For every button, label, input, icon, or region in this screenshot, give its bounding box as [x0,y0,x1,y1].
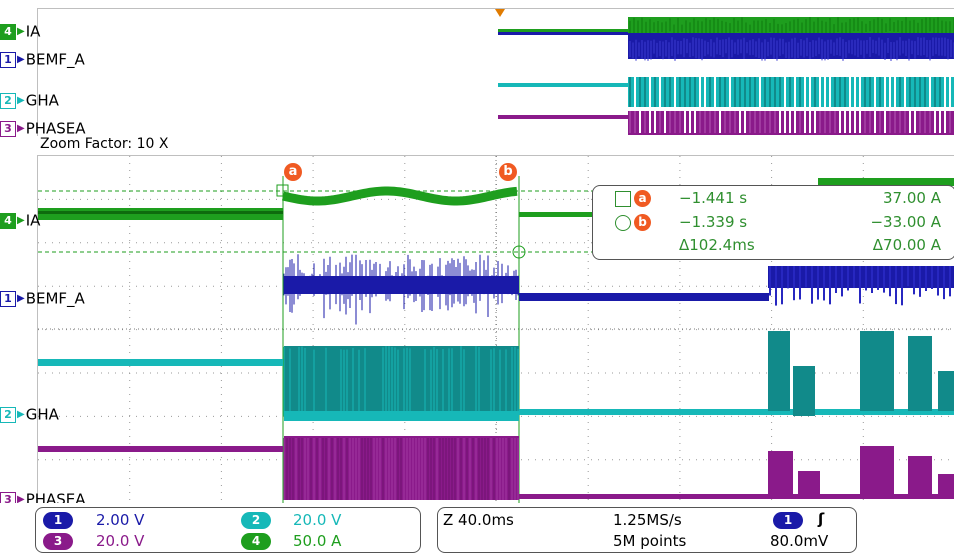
channel-arrow-icon: ▶ [17,123,25,134]
cursor-a-square-icon [276,184,289,197]
channel-scale-box[interactable]: 1 2.00 V 2 20.0 V 3 20.0 V 4 50.0 A [35,507,421,553]
overview-label-phasea: 3 ▶PHASEA [0,119,86,138]
cursor-a-marker[interactable]: a [284,163,302,181]
ov-bemf-burst [628,33,954,59]
channel-arrow-icon: ▶ [17,494,25,505]
trigger-level[interactable]: 80.0mV [770,532,829,550]
delta-time: Δ102.4ms [679,236,755,254]
channel-3-scale-badge[interactable]: 3 [43,533,73,550]
zoom-gha-pulse-1 [768,331,790,411]
channel-name: IA [25,211,41,230]
channel-arrow-icon: ▶ [17,293,25,304]
channel-3-marker[interactable]: 3 [0,120,16,137]
channel-name: BEMF_A [25,289,85,308]
zoom-bemf-band [284,276,519,294]
cursor-a-badge: a [634,190,651,207]
channel-name: IA [25,22,41,41]
cursor-b-marker[interactable]: b [499,163,517,181]
channel-arrow-icon: ▶ [17,95,25,106]
overview-waveform-pane[interactable] [37,8,954,136]
square-cursor-icon [615,191,631,207]
ov-bemf-trace [498,32,628,35]
overview-label-gha: 2 ▶GHA [0,91,59,110]
ov-gha-trace [498,83,628,87]
zoom-phasea-trace-pre [38,446,283,452]
channel-2-marker[interactable]: 2 [0,406,16,423]
overview-label-ia: 4 ▶IA [0,22,41,41]
zoom-waveform-pane[interactable] [37,155,954,503]
zoom-factor-label: Zoom Factor: 10 X [40,136,169,152]
zoom-phasea-pulse-2 [860,446,894,496]
zoom-label-ia: 4 ▶IA [0,211,41,230]
channel-3-scale[interactable]: 20.0 V [96,532,145,550]
record-length: 5M points [613,532,687,550]
overview-label-bemf-a: 1 ▶BEMF_A [0,50,85,69]
cursor-b-badge: b [634,214,651,231]
channel-4-scale-badge[interactable]: 4 [241,533,271,550]
channel-arrow-icon: ▶ [17,54,25,65]
channel-4-marker[interactable]: 4 [0,23,16,40]
channel-arrow-icon: ▶ [17,26,25,37]
zoom-label-gha: 2 ▶GHA [0,405,59,424]
overview-waveform-plot [495,9,954,135]
cursor-delta-row: Δ102.4ms Δ70.00 A [593,236,954,258]
timebase-box[interactable]: Z 40.0ms 1.25MS/s 5M points 1 ʃ 80.0mV [437,507,857,553]
cursor-a-value: 37.00 A [883,189,941,207]
zoom-gha-trace-post [519,409,954,415]
channel-1-scale-badge[interactable]: 1 [43,512,73,529]
channel-name: GHA [25,405,59,424]
zoom-label-bemf-a: 1 ▶BEMF_A [0,289,85,308]
cursor-a-time: −1.441 s [679,189,748,207]
cursor-b-value: −33.00 A [870,213,941,231]
cursor-readout-panel: a −1.441 s 37.00 A b −1.339 s −33.00 A Δ… [592,185,954,260]
channel-2-scale-badge[interactable]: 2 [241,512,271,529]
cursor-b-circle-icon [512,245,526,259]
channel-1-scale[interactable]: 2.00 V [96,511,145,529]
rising-edge-icon: ʃ [818,510,825,528]
channel-2-marker[interactable]: 2 [0,92,16,109]
trigger-position-icon [495,9,505,17]
channel-4-scale[interactable]: 50.0 A [293,532,342,550]
zoom-bemf-trace-post [519,293,769,301]
sample-rate: 1.25MS/s [613,511,682,529]
trigger-channel-badge[interactable]: 1 [773,512,803,529]
zoom-phasea-trace-post [519,494,954,499]
zoom-gha-pulse-2 [860,331,894,411]
delta-value: Δ70.00 A [872,236,941,254]
channel-name: BEMF_A [25,50,85,69]
channel-name: GHA [25,91,59,110]
channel-arrow-icon: ▶ [17,409,25,420]
zoom-timebase[interactable]: Z 40.0ms [443,511,514,529]
cursor-b-time: −1.339 s [679,213,748,231]
channel-1-marker[interactable]: 1 [0,51,16,68]
channel-1-marker[interactable]: 1 [0,290,16,307]
circle-cursor-icon [615,215,631,231]
ov-phasea-trace [498,115,628,119]
zoom-gha-trace-pre [38,359,283,366]
zoom-ia-trace-burst [818,178,954,186]
zoom-waveform-plot [38,156,954,503]
status-bar: 1 2.00 V 2 20.0 V 3 20.0 V 4 50.0 A Z 40… [0,503,954,553]
channel-4-marker[interactable]: 4 [0,212,16,229]
zoom-ia-trace-active [282,186,518,206]
channel-arrow-icon: ▶ [17,215,25,226]
channel-name: PHASEA [25,119,86,138]
zoom-phasea-pulse-1 [768,451,793,496]
cursor-a-row: a −1.441 s 37.00 A [593,189,954,211]
ov-ia-trace [498,29,628,32]
cursor-b-row: b −1.339 s −33.00 A [593,213,954,235]
channel-2-scale[interactable]: 20.0 V [293,511,342,529]
